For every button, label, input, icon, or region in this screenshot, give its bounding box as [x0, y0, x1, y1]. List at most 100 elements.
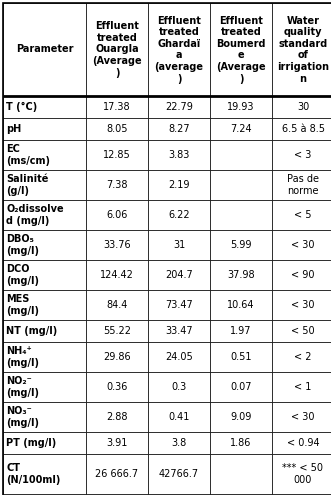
Bar — [148, 494, 210, 495]
Bar — [148, 402, 210, 432]
Text: Effluent
treated
Boumerd
e
(Average
): Effluent treated Boumerd e (Average ) — [216, 15, 266, 84]
Bar — [210, 454, 272, 494]
Text: 12.85: 12.85 — [103, 150, 131, 160]
Bar — [3, 320, 86, 342]
Bar — [272, 260, 331, 290]
Bar — [272, 200, 331, 230]
Text: 73.47: 73.47 — [165, 300, 193, 310]
Text: Salinité
(g/l): Salinité (g/l) — [6, 174, 48, 196]
Text: Effluent
treated
Ouargla
(Average
): Effluent treated Ouargla (Average ) — [92, 21, 142, 78]
Bar — [210, 260, 272, 290]
Text: 9.09: 9.09 — [230, 412, 252, 422]
Bar — [272, 96, 331, 118]
Text: 8.05: 8.05 — [106, 124, 128, 134]
Text: < 90: < 90 — [291, 270, 315, 280]
Bar — [3, 402, 86, 432]
Bar — [210, 402, 272, 432]
Bar — [3, 432, 86, 454]
Bar — [86, 342, 148, 372]
Bar — [210, 140, 272, 170]
Bar — [148, 372, 210, 402]
Bar — [86, 170, 148, 200]
Bar — [210, 200, 272, 230]
Bar — [272, 372, 331, 402]
Bar — [272, 118, 331, 140]
Text: 2.88: 2.88 — [106, 412, 128, 422]
Text: < 5: < 5 — [294, 210, 312, 220]
Bar — [148, 96, 210, 118]
Bar — [86, 96, 148, 118]
Text: 26 666.7: 26 666.7 — [95, 469, 139, 479]
Text: O₂dissolve
d (mg/l): O₂dissolve d (mg/l) — [6, 204, 64, 226]
Text: 37.98: 37.98 — [227, 270, 255, 280]
Bar — [272, 290, 331, 320]
Text: CT
(N/100ml): CT (N/100ml) — [6, 463, 60, 485]
Text: 24.05: 24.05 — [165, 352, 193, 362]
Bar — [86, 454, 148, 494]
Text: 29.86: 29.86 — [103, 352, 131, 362]
Text: < 50: < 50 — [291, 326, 315, 336]
Bar — [86, 402, 148, 432]
Text: 1.97: 1.97 — [230, 326, 252, 336]
Text: 124.42: 124.42 — [100, 270, 134, 280]
Bar — [148, 454, 210, 494]
Bar — [210, 432, 272, 454]
Text: 204.7: 204.7 — [165, 270, 193, 280]
Text: 55.22: 55.22 — [103, 326, 131, 336]
Bar — [86, 290, 148, 320]
Bar — [210, 96, 272, 118]
Bar — [148, 290, 210, 320]
Bar — [3, 260, 86, 290]
Text: 7.24: 7.24 — [230, 124, 252, 134]
Text: 19.93: 19.93 — [227, 102, 255, 112]
Text: 3.91: 3.91 — [106, 438, 128, 448]
Bar — [86, 260, 148, 290]
Text: 5.99: 5.99 — [230, 240, 252, 250]
Text: 17.38: 17.38 — [103, 102, 131, 112]
Bar — [148, 170, 210, 200]
Bar — [3, 230, 86, 260]
Bar — [210, 170, 272, 200]
Text: NO₃⁻
(mg/l): NO₃⁻ (mg/l) — [6, 406, 39, 428]
Text: < 3: < 3 — [294, 150, 312, 160]
Bar — [148, 342, 210, 372]
Text: 1.86: 1.86 — [230, 438, 252, 448]
Bar — [148, 118, 210, 140]
Text: 31: 31 — [173, 240, 185, 250]
Text: Pas de
norme: Pas de norme — [287, 174, 319, 196]
Text: *** < 50
000: *** < 50 000 — [282, 463, 323, 485]
Text: 2.19: 2.19 — [168, 180, 190, 190]
Bar — [210, 320, 272, 342]
Bar — [148, 140, 210, 170]
Text: 8.27: 8.27 — [168, 124, 190, 134]
Text: 22.79: 22.79 — [165, 102, 193, 112]
Text: 6.06: 6.06 — [106, 210, 128, 220]
Bar — [3, 200, 86, 230]
Bar — [272, 494, 331, 495]
Bar — [272, 230, 331, 260]
Bar — [3, 342, 86, 372]
Text: 84.4: 84.4 — [106, 300, 128, 310]
Text: 3.8: 3.8 — [171, 438, 187, 448]
Bar — [272, 454, 331, 494]
Bar — [210, 230, 272, 260]
Bar — [272, 402, 331, 432]
Bar — [148, 230, 210, 260]
Bar — [86, 230, 148, 260]
Bar — [3, 170, 86, 200]
Bar — [3, 372, 86, 402]
Text: T (°C): T (°C) — [6, 102, 37, 112]
Text: 0.07: 0.07 — [230, 382, 252, 392]
Text: 6.5 à 8.5: 6.5 à 8.5 — [281, 124, 324, 134]
Bar — [86, 432, 148, 454]
Text: DCO
(mg/l): DCO (mg/l) — [6, 264, 39, 286]
Bar — [210, 342, 272, 372]
Bar — [86, 320, 148, 342]
Text: < 1: < 1 — [294, 382, 312, 392]
Bar — [3, 96, 86, 118]
Text: < 30: < 30 — [291, 240, 315, 250]
Text: DBO₅
(mg/l): DBO₅ (mg/l) — [6, 234, 39, 256]
Bar — [210, 494, 272, 495]
Bar — [148, 432, 210, 454]
Text: NT (mg/l): NT (mg/l) — [6, 326, 57, 336]
